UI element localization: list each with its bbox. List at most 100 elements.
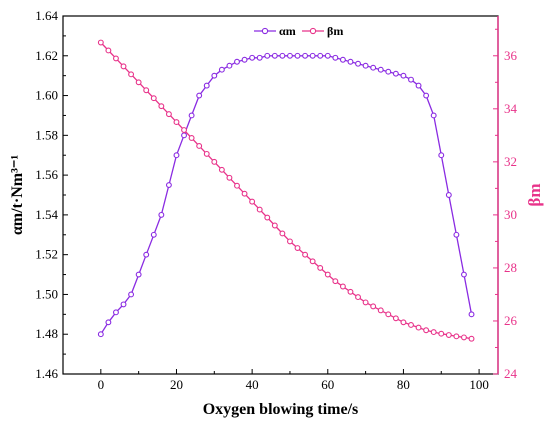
y-left-tick-label: 1.52 — [35, 247, 58, 262]
data-point-alpha — [453, 231, 460, 238]
x-tick-label: 0 — [98, 377, 105, 392]
data-point-beta — [135, 79, 142, 86]
data-point-alpha — [211, 72, 218, 79]
y-right-tick-label: 36 — [504, 48, 518, 63]
data-point-alpha — [370, 64, 377, 71]
data-point-alpha — [377, 66, 384, 73]
x-tick-label: 100 — [469, 377, 489, 392]
data-point-alpha — [347, 58, 354, 65]
data-point-beta — [445, 332, 452, 338]
data-point-alpha — [317, 52, 324, 59]
y-right-tick-label: 26 — [504, 313, 518, 328]
y-left-tick-label: 1.48 — [35, 326, 58, 341]
data-point-beta — [332, 278, 339, 285]
data-point-alpha — [158, 211, 165, 218]
data-point-beta — [377, 307, 384, 314]
data-point-beta — [128, 71, 135, 78]
data-point-alpha — [287, 52, 293, 59]
y-left-tick-label: 1.54 — [35, 207, 58, 222]
data-point-alpha — [445, 192, 452, 198]
data-point-beta — [181, 127, 187, 133]
data-point-alpha — [97, 331, 104, 338]
data-point-beta — [339, 283, 346, 290]
data-point-beta — [218, 166, 225, 173]
data-point-alpha — [339, 56, 346, 63]
data-point-beta — [385, 311, 392, 318]
y-left-tick-label: 1.64 — [35, 8, 58, 23]
data-point-beta — [294, 245, 301, 251]
x-tick-label: 40 — [246, 377, 259, 392]
data-point-beta — [355, 294, 361, 301]
data-point-beta — [249, 198, 256, 205]
data-point-alpha — [385, 68, 392, 75]
data-point-alpha — [188, 112, 195, 119]
y-right-tick-label: 32 — [504, 154, 517, 169]
x-tick-label: 80 — [397, 377, 410, 392]
data-point-beta — [97, 39, 104, 46]
data-point-beta — [430, 329, 437, 336]
legend: αm βm — [254, 24, 343, 38]
data-point-beta — [234, 182, 240, 189]
data-point-alpha — [423, 92, 430, 99]
data-point-beta — [165, 111, 172, 118]
y-left-tick-label: 1.56 — [35, 167, 58, 182]
data-point-alpha — [264, 52, 271, 59]
data-point-beta — [279, 230, 286, 237]
data-point-alpha — [324, 52, 331, 59]
y-right-tick-label: 34 — [504, 101, 518, 116]
data-point-alpha — [468, 311, 475, 318]
data-point-beta — [302, 251, 309, 258]
data-point-alpha — [143, 251, 150, 258]
series-line-beta — [100, 42, 472, 340]
data-point-alpha — [165, 182, 172, 189]
data-point-alpha — [271, 52, 278, 59]
data-point-alpha — [309, 52, 316, 59]
data-point-beta — [317, 264, 324, 271]
data-point-alpha — [430, 112, 437, 119]
data-point-alpha — [355, 60, 361, 67]
data-point-beta — [150, 95, 157, 102]
data-point-beta — [203, 150, 210, 157]
data-point-alpha — [302, 52, 309, 59]
plot-frame — [62, 15, 499, 375]
data-point-alpha — [415, 82, 422, 89]
data-point-alpha — [203, 82, 210, 89]
data-point-beta — [271, 222, 278, 229]
data-point-beta — [309, 258, 316, 265]
y-left-tick-label: 1.50 — [35, 286, 58, 301]
data-point-beta — [143, 87, 150, 94]
data-point-beta — [196, 142, 203, 149]
data-point-alpha — [392, 70, 399, 77]
data-point-beta — [120, 63, 127, 70]
data-point-alpha — [181, 132, 187, 139]
y-left-tick-label: 1.60 — [35, 88, 58, 103]
data-point-beta — [423, 327, 430, 334]
data-point-alpha — [279, 52, 286, 59]
data-point-beta — [468, 335, 475, 342]
data-point-alpha — [400, 72, 407, 79]
legend-marker — [261, 27, 269, 35]
data-point-alpha — [135, 271, 142, 278]
data-point-beta — [438, 330, 445, 337]
data-point-beta — [287, 238, 293, 245]
data-point-alpha — [173, 152, 180, 159]
data-point-alpha — [249, 54, 256, 61]
data-point-alpha — [234, 58, 240, 65]
data-point-alpha — [241, 56, 248, 63]
data-point-beta — [256, 206, 263, 213]
data-point-alpha — [408, 76, 414, 83]
left-axis: 1.46 1.48 1.50 1.52 1.54 1.56 1.58 1.60 1.62 1.64 — [35, 8, 68, 381]
right-axis: 24 26 28 30 32 34 36 — [493, 16, 518, 381]
data-point-alpha — [128, 291, 135, 298]
y-axis-left-label: αm/t·Nm³⁻¹ — [9, 155, 26, 235]
x-tick-label: 60 — [321, 377, 334, 392]
data-point-beta — [173, 119, 180, 126]
legend-label: βm — [327, 24, 343, 38]
data-point-alpha — [196, 92, 203, 99]
data-point-beta — [188, 135, 195, 141]
data-point-alpha — [438, 152, 445, 159]
data-point-beta — [415, 324, 422, 331]
data-point-alpha — [294, 52, 301, 59]
data-point-beta — [347, 288, 354, 295]
